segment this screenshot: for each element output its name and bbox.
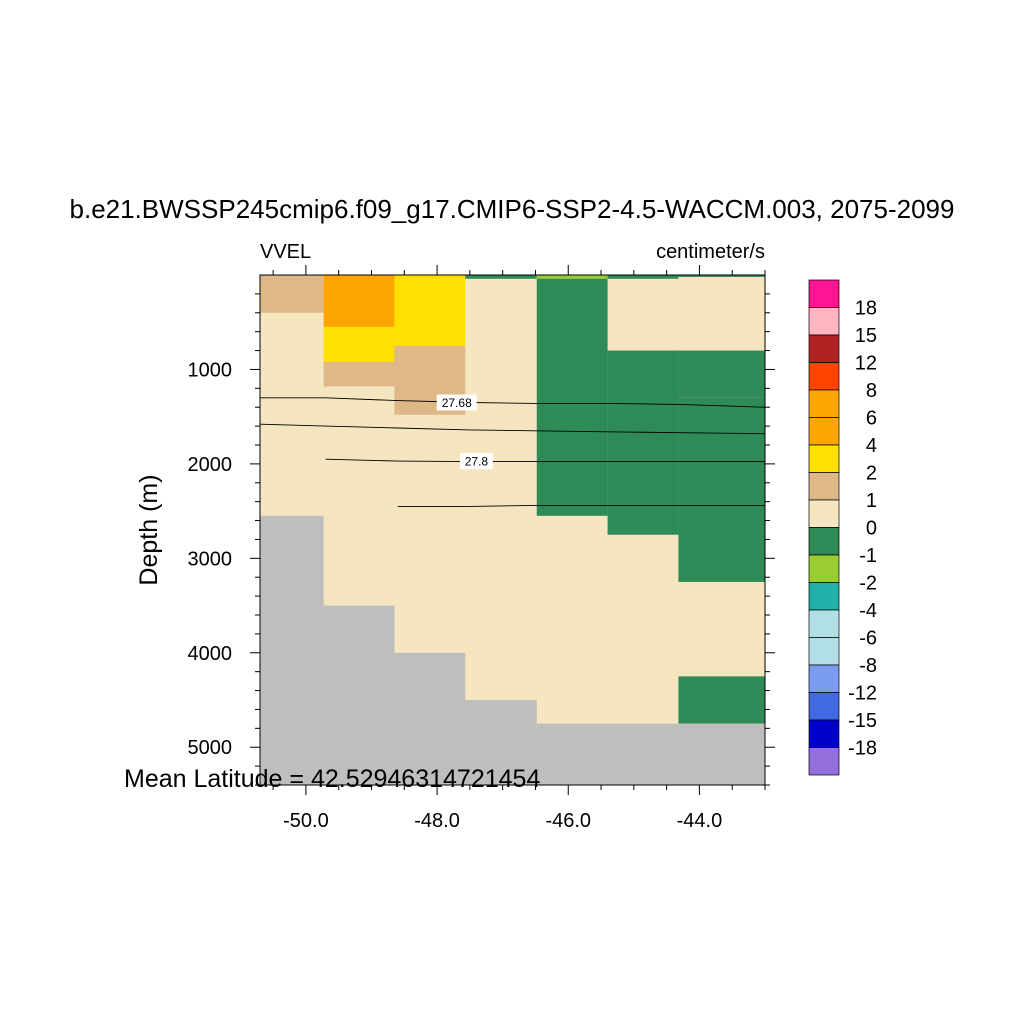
colorbar-box-6 [808, 444, 840, 473]
data-cell-7 [536, 275, 608, 279]
contour-label-box-2 [460, 453, 493, 470]
colorbar-box-16 [808, 719, 840, 748]
data-cell-14 [678, 676, 765, 724]
colorbar-box-11 [808, 582, 840, 611]
x-tick-label-2: -46.0 [545, 810, 591, 832]
data-cell-6 [465, 275, 537, 279]
data-cell-11 [678, 275, 765, 277]
colorbar-label-2: 12 [855, 353, 877, 375]
x-tick-label-3: -44.0 [677, 810, 723, 832]
data-cell-1 [323, 275, 395, 327]
x-tick-label-1: -48.0 [414, 810, 460, 832]
data-cell-0 [260, 275, 324, 313]
data-cell-2 [323, 326, 395, 362]
data-cell-10 [607, 350, 679, 535]
chart-title: b.e21.BWSSP245cmip6.f09_g17.CMIP6-SSP2-4… [70, 194, 955, 224]
y-tick-label-0: 1000 [188, 359, 233, 381]
colorbar: 18 15 12 8 6 4 2 1 0 -1 -2 -4 -6 -8 -12 -15 -18 [808, 279, 877, 776]
colorbar-box-14 [808, 664, 840, 693]
data-cell-19 [536, 723, 765, 785]
colorbar-box-9 [808, 527, 840, 556]
colorbar-label-7: 1 [866, 490, 877, 512]
colorbar-label-4: 6 [866, 408, 877, 430]
colorbar-label-12: -6 [859, 628, 877, 650]
data-cell-4 [323, 361, 395, 387]
contour-line-3 [397, 504, 765, 507]
y-tick-label-3: 4000 [188, 643, 233, 665]
data-cell-13 [678, 397, 765, 582]
colorbar-label-9: -1 [859, 545, 877, 567]
contour-lines: 27.68 27.8 [259, 394, 766, 507]
y-tick-label-2: 3000 [188, 548, 233, 570]
colorbar-label-16: -18 [848, 738, 877, 760]
x-tick-label-0: -50.0 [283, 810, 329, 832]
colorbar-box-8 [808, 499, 840, 528]
data-cell-18 [465, 700, 537, 785]
contour-label-2: 27.8 [465, 455, 489, 469]
data-cell-16 [323, 605, 395, 785]
colorbar-label-0: 18 [855, 298, 877, 320]
data-cell-17 [394, 652, 466, 785]
colorbar-box-4 [808, 389, 840, 418]
colorbar-box-17 [808, 747, 840, 776]
contour-label-box-0 [436, 394, 477, 411]
colorbar-box-15 [808, 692, 840, 721]
colorbar-label-5: 4 [866, 435, 877, 457]
colorbar-box-2 [808, 334, 840, 363]
colorbar-label-6: 2 [866, 463, 877, 485]
colorbar-label-11: -4 [859, 600, 877, 622]
colorbar-box-7 [808, 472, 840, 501]
colorbar-box-1 [808, 307, 840, 336]
colorbar-label-10: -2 [859, 573, 877, 595]
contour-label-0: 27.68 [442, 396, 472, 410]
contour-line-2 [325, 458, 765, 462]
colorbar-label-8: 0 [866, 518, 877, 540]
colorbar-label-14: -12 [848, 683, 877, 705]
data-cell-12 [678, 350, 765, 398]
colorbar-box-0 [808, 279, 840, 308]
colorbar-box-12 [808, 609, 840, 638]
contour-line-1 [259, 423, 766, 435]
mean-latitude-note: Mean Latitude = 42.52946314721454 [124, 765, 540, 793]
colorbar-label-15: -15 [848, 710, 877, 732]
colorbar-label-13: -8 [859, 655, 877, 677]
data-cell-8 [536, 278, 608, 516]
left-string: VVEL [260, 241, 311, 263]
y-axis-label: Depth (m) [135, 474, 163, 585]
axes: -50.0 -48.0 -46.0 -44.0 1000 2000 3000 4000 5000 [188, 265, 775, 832]
data-cells [260, 275, 765, 785]
y-tick-label-1: 2000 [188, 454, 233, 476]
colorbar-box-13 [808, 637, 840, 666]
colorbar-box-3 [808, 362, 840, 391]
data-cell-15 [260, 515, 324, 785]
colorbar-box-10 [808, 554, 840, 583]
plot-frame [259, 274, 766, 786]
units-label: centimeter/s [656, 241, 765, 263]
colorbar-label-3: 8 [866, 380, 877, 402]
contour-line-0 [260, 397, 766, 408]
colorbar-label-1: 15 [855, 325, 877, 347]
y-tick-label-4: 5000 [188, 737, 233, 759]
data-cell-3 [394, 275, 466, 346]
colorbar-box-5 [808, 417, 840, 446]
data-cell-9 [607, 275, 679, 279]
